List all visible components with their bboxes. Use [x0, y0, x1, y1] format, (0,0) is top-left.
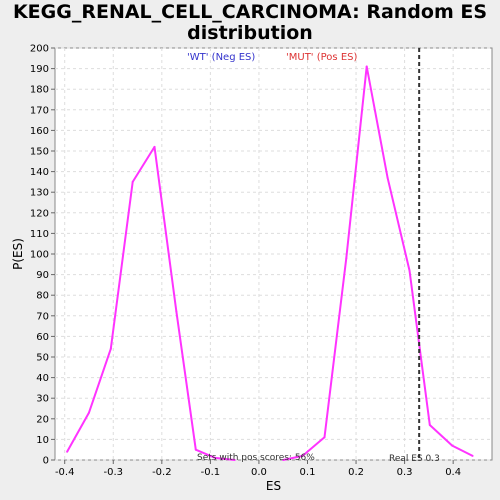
x-tick-label: -0.4 — [55, 467, 75, 478]
y-tick-label: 120 — [30, 208, 49, 219]
x-tick-label: -0.3 — [104, 467, 124, 478]
series-point — [153, 145, 156, 148]
series-point — [282, 459, 285, 461]
series-point — [194, 448, 197, 451]
y-tick-label: 160 — [30, 126, 49, 137]
real-es-label: Real ES 0.3 — [389, 454, 440, 464]
y-tick-label: 170 — [30, 105, 49, 116]
y-tick-label: 0 — [43, 456, 49, 467]
y-tick-label: 180 — [30, 85, 49, 96]
y-tick-label: 10 — [36, 435, 49, 446]
chart-title: KEGG_RENAL_CELL_CARCINOMA: Random ES dis… — [0, 2, 500, 44]
y-axis-ticks: 0 10 20 30 40 50 60 70 80 90 100 110 120 130 140 150 160… — [30, 44, 55, 467]
series-point — [471, 454, 474, 457]
y-tick-label: 150 — [30, 147, 49, 158]
y-tick-label: 100 — [30, 250, 49, 261]
y-tick-label: 70 — [36, 311, 49, 322]
y-tick-label: 110 — [30, 229, 49, 240]
series-point — [87, 411, 90, 414]
x-tick-label: -0.1 — [201, 467, 221, 478]
series-line-mut — [282, 65, 474, 461]
y-tick-label: 40 — [36, 373, 49, 384]
series-point — [451, 444, 454, 447]
y-tick-label: 140 — [30, 167, 49, 178]
y-axis-label: P(ES) — [11, 238, 25, 270]
series-point — [131, 180, 134, 183]
y-tick-label: 130 — [30, 188, 49, 199]
pos-scores-note: Sets with pos scores: 56% — [197, 453, 315, 463]
x-tick-label: 0.4 — [445, 467, 461, 478]
series-point — [386, 176, 389, 179]
series-point — [323, 436, 326, 439]
y-tick-label: 30 — [36, 394, 49, 405]
y-tick-label: 190 — [30, 64, 49, 75]
x-axis-ticks: -0.4 -0.3 -0.2 -0.1 0.0 0.1 0.2 0.3 0.4 — [55, 460, 461, 478]
y-tick-label: 50 — [36, 353, 49, 364]
series-group — [66, 65, 474, 461]
series-point — [345, 257, 348, 260]
y-tick-label: 60 — [36, 332, 49, 343]
series-point — [428, 423, 431, 426]
grid — [55, 47, 492, 461]
chart-title-line1: KEGG_RENAL_CELL_CARCINOMA: Random ES — [12, 1, 488, 23]
y-tick-label: 80 — [36, 291, 49, 302]
series-point — [408, 269, 411, 272]
series-point — [301, 454, 304, 457]
series-point — [365, 65, 368, 68]
series-point — [66, 450, 69, 453]
chart-title-line2: distribution — [187, 22, 313, 44]
x-tick-label: 0.0 — [251, 467, 267, 478]
series-point — [214, 456, 217, 459]
y-tick-label: 200 — [30, 44, 49, 55]
legend-mut: 'MUT' (Pos ES) — [286, 52, 357, 63]
x-tick-label: -0.2 — [152, 467, 172, 478]
y-tick-label: 90 — [36, 270, 49, 281]
series-point — [233, 459, 236, 461]
legend-wt: 'WT' (Neg ES) — [187, 52, 255, 63]
x-axis-label: ES — [266, 479, 281, 493]
x-tick-label: 0.3 — [397, 467, 413, 478]
series-point — [109, 347, 112, 350]
x-tick-label: 0.1 — [300, 467, 316, 478]
y-tick-label: 20 — [36, 414, 49, 425]
series-point — [175, 310, 178, 313]
x-tick-label: 0.2 — [348, 467, 364, 478]
